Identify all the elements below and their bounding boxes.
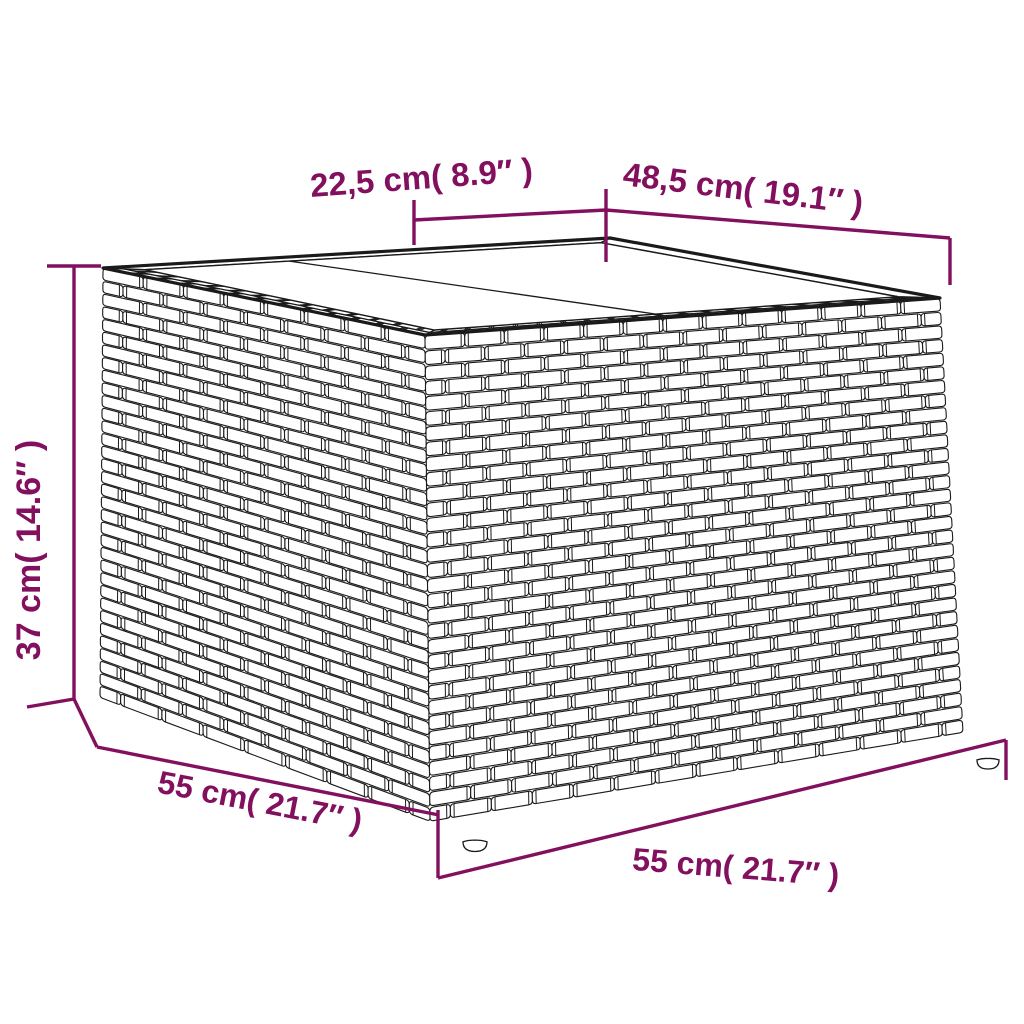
- svg-text:37 cm( 14.6″ ): 37 cm( 14.6″ ): [10, 440, 48, 660]
